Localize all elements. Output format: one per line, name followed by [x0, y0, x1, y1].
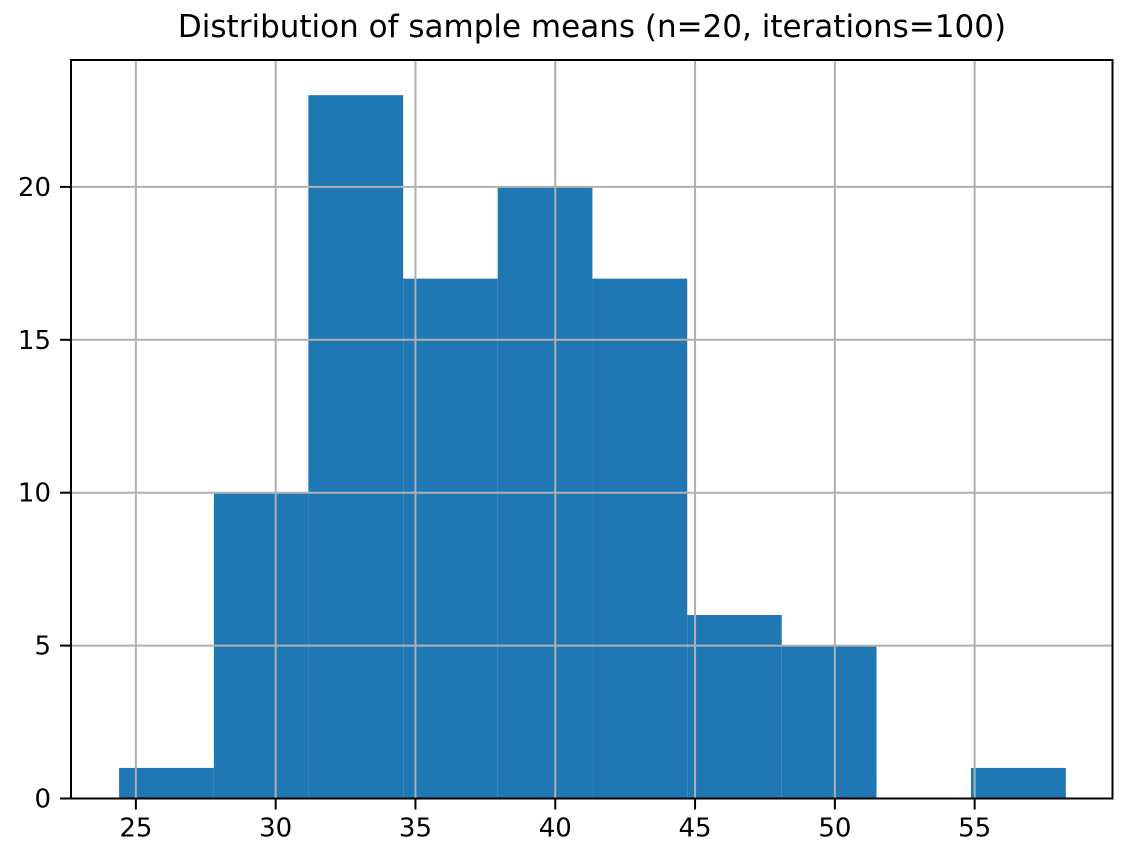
axes-spines	[70, 59, 1114, 800]
x-tick-label: 45	[679, 814, 712, 844]
x-tick-label: 50	[818, 814, 851, 844]
x-tick-label: 30	[259, 814, 292, 844]
y-tick-label: 10	[18, 479, 51, 509]
y-tick-label: 20	[18, 173, 51, 203]
y-tick-label: 5	[34, 632, 51, 662]
x-tick-label: 35	[399, 814, 432, 844]
x-tick-label: 40	[539, 814, 572, 844]
chart-title: Distribution of sample means (n=20, iter…	[177, 9, 1007, 45]
y-tick-label: 0	[34, 785, 51, 815]
x-tick-label: 25	[119, 814, 152, 844]
histogram-bar	[687, 615, 782, 799]
y-tick-label: 15	[18, 326, 51, 356]
histogram-bar	[971, 767, 1066, 799]
histogram-bar	[403, 278, 498, 799]
histogram-bar	[308, 95, 404, 799]
histogram-bar	[592, 278, 688, 799]
x-tick-label: 55	[958, 814, 991, 844]
histogram-bar	[781, 645, 877, 799]
histogram-bar	[119, 767, 214, 799]
